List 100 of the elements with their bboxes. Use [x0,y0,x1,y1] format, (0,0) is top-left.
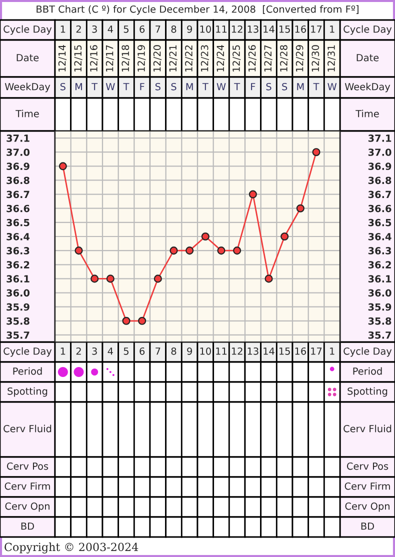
text: Cycle Day [4,347,52,357]
x-tick-label: 12/29 [296,45,304,72]
x-tick-label: 12/14 [58,45,66,72]
y2-tick-label: 35.8 [368,317,392,325]
x-tick-label: 12/27 [264,45,272,72]
y-tick-label: 36.8 [6,176,30,184]
x-tick-label: 12/28 [280,45,288,72]
text: 10 [200,25,211,33]
point [90,274,99,283]
text: Cerv Fluid [344,424,392,432]
text: 16 [295,25,306,33]
text: 11 [216,26,227,33]
text: Date [356,54,379,62]
point [217,246,226,255]
text: BD [361,522,374,530]
text: 4 [108,348,113,355]
x-tick-label: 12/15 [74,45,82,72]
text: W [328,83,337,90]
y2-tick-label: 36.8 [368,176,392,184]
text: S [60,82,66,90]
text: WeekDay [344,82,390,92]
text: T [234,83,240,90]
text: Cycle Day [344,347,392,357]
text: 1 [330,26,334,33]
text: 2 [76,347,81,355]
text: 17 [311,348,322,355]
x-tick-label: 12/26 [248,45,256,72]
y2-tick-label: 37.0 [368,148,392,156]
text: 13 [248,25,258,33]
text: Time [356,110,379,118]
text: W [106,83,115,90]
y2-tick-label: 36.1 [368,275,392,283]
text: Period [13,367,42,375]
y2-tick-label: 36.0 [368,289,392,297]
point [201,232,210,241]
text: S [282,82,288,90]
point [248,190,257,198]
text: 14 [264,26,274,33]
text: 8 [171,347,176,355]
text: 1 [60,348,66,355]
y2-tick-label: 36.2 [368,261,391,268]
text: 14 [264,348,274,355]
y-tick-label: 37.0 [6,148,30,156]
text: 1 [330,348,334,355]
y2-tick-label: 37.1 [368,134,392,142]
text: F [140,83,144,90]
y-tick-label: 36.3 [6,247,30,254]
text: 6 [140,347,145,355]
text: S [155,82,160,90]
y-tick-label: 35.7 [6,331,30,339]
x-tick-label: 12/30 [312,45,320,72]
x-tick-label: 12/17 [106,45,114,72]
text: 7 [156,26,160,33]
y-tick-label: 36.1 [6,275,30,283]
y-tick-label: 36.9 [6,162,30,170]
text: 3 [92,347,97,355]
text: 9 [187,347,192,355]
text: T [313,83,320,90]
y2-tick-label: 36.7 [368,190,391,198]
text: Cerv Pos [346,462,388,470]
x-tick-label: 12/24 [216,45,225,72]
text: Spotting [8,387,48,397]
point [264,274,273,283]
text: S [171,82,176,90]
y-tick-label: 37.1 [6,134,30,142]
text: BD [21,522,34,530]
text: 4 [108,26,113,33]
x-tick-label: 12/23 [200,45,209,72]
text: Cerv Opn [5,502,50,512]
point [296,204,304,212]
x-tick-label: 12/20 [153,45,162,72]
y2-tick-label: 36.3 [368,247,391,254]
text: 13 [248,347,258,355]
point [233,246,242,255]
point [138,316,146,325]
x-tick-label: 12/22 [185,45,194,72]
text: Spotting [348,387,388,397]
y-tick-label: 36.2 [6,261,30,268]
x-tick-label: 12/21 [169,45,178,72]
y2-tick-label: 36.6 [368,204,392,212]
x-tick-label: 12/25 [232,45,241,72]
y2-tick-label: 36.9 [368,162,392,170]
text: Cerv Firm [4,482,50,490]
y-tick-label: 35.9 [6,303,30,311]
text: Cerv Fluid [4,424,52,432]
text: F [251,83,256,90]
chart-title: BBT Chart (C º) for Cycle December 14, 2008 [Converted from Fº] [36,5,358,15]
text: Cerv Pos [6,462,48,470]
point [58,162,67,170]
text: 16 [295,347,306,355]
text: S [266,82,272,90]
y-tick-label: 36.6 [6,204,30,212]
text: 15 [279,348,290,355]
text: 9 [187,25,192,33]
text: Cycle Day [344,25,392,35]
point [170,246,178,255]
text: 6 [140,25,145,33]
y2-tick-label: 36.5 [368,218,392,226]
point [280,232,289,241]
point [154,274,162,283]
